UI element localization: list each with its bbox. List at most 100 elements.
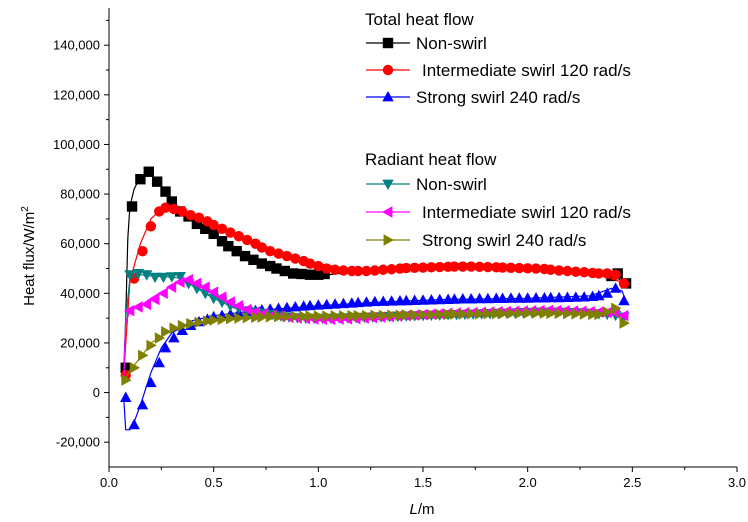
data-point — [132, 301, 143, 313]
data-point — [256, 258, 268, 269]
data-point — [602, 306, 614, 318]
data-point — [457, 261, 468, 272]
y-tick-label: 60,000 — [60, 236, 100, 251]
data-point — [466, 308, 478, 320]
data-point — [128, 418, 140, 430]
data-point — [313, 269, 324, 280]
data-point — [120, 362, 131, 373]
data-point — [352, 296, 364, 308]
x-axis-title-italic: L — [409, 501, 417, 518]
legend-marker — [382, 179, 394, 190]
data-point — [352, 265, 364, 277]
data-point — [401, 309, 413, 321]
data-point — [546, 307, 557, 320]
data-point — [159, 341, 172, 353]
data-point — [304, 299, 316, 311]
data-point — [434, 261, 445, 273]
data-point — [273, 248, 284, 259]
data-point — [313, 260, 324, 272]
data-point — [337, 297, 350, 309]
data-point — [264, 245, 276, 257]
data-point — [174, 276, 185, 288]
data-point — [140, 298, 152, 311]
data-point — [474, 261, 485, 272]
data-point — [166, 272, 178, 283]
y-tick-label: 120,000 — [53, 87, 100, 102]
data-point — [135, 173, 146, 185]
x-tick-label: 2.0 — [519, 475, 537, 490]
data-point — [530, 263, 542, 274]
data-point — [475, 308, 486, 320]
data-point — [497, 262, 508, 273]
data-point — [174, 272, 186, 283]
data-point — [193, 212, 205, 223]
data-point — [483, 307, 494, 320]
data-point — [241, 303, 252, 316]
data-point — [545, 264, 556, 275]
data-point — [578, 267, 590, 278]
data-point — [617, 309, 629, 322]
tick-labels: 0.0 0.5 1.0 1.5 2.0 2.5 3.0 -20,000 0 20,000 40,00… — [53, 19, 746, 490]
series-2 — [120, 202, 630, 381]
data-point — [153, 356, 165, 368]
data-point — [362, 309, 373, 322]
y-tick-label: -20,000 — [56, 435, 100, 450]
data-point — [169, 322, 180, 334]
data-point — [154, 332, 166, 344]
data-point — [202, 315, 214, 327]
legend-item: Non-swirl — [366, 34, 487, 53]
y-axis-title-main: Heat flux/W/m — [21, 212, 38, 306]
x-tick-label: 1.0 — [309, 475, 327, 490]
data-point — [400, 294, 412, 306]
data-point — [409, 262, 420, 273]
data-point — [137, 245, 148, 257]
data-point — [554, 307, 566, 320]
data-point — [185, 209, 196, 221]
x-tick-label: 3.0 — [728, 475, 746, 490]
data-point — [353, 309, 365, 322]
data-point — [562, 265, 573, 277]
data-point — [369, 265, 381, 276]
data-point — [160, 202, 171, 213]
data-point — [123, 304, 135, 317]
x-tick-label: 0.0 — [100, 475, 118, 490]
data-point — [199, 281, 210, 293]
data-point — [593, 268, 605, 279]
data-point — [594, 308, 605, 321]
data-point — [257, 311, 268, 323]
data-point — [505, 292, 517, 303]
data-point — [313, 310, 325, 322]
data-point — [347, 309, 358, 322]
data-point — [601, 287, 613, 298]
data-point — [305, 310, 316, 322]
data-point — [304, 258, 316, 269]
data-point — [619, 317, 630, 329]
legend-item: Intermediate swirl 120 rad/s — [366, 203, 631, 222]
data-point — [329, 264, 341, 275]
data-point — [165, 281, 177, 293]
data-point — [339, 310, 350, 322]
data-point — [530, 292, 542, 303]
data-point — [360, 296, 373, 307]
data-point — [522, 263, 533, 274]
data-point — [145, 376, 157, 388]
data-point — [618, 278, 630, 289]
data-point — [157, 272, 170, 284]
data-point — [124, 270, 136, 281]
data-point — [216, 223, 228, 235]
data-point — [208, 219, 219, 231]
legend-label: Intermediate swirl 120 rad/s — [422, 203, 631, 222]
data-point — [289, 300, 302, 312]
legend-label: Strong swirl 240 rad/s — [416, 88, 580, 107]
data-point — [129, 362, 141, 374]
data-point — [225, 312, 237, 325]
data-point — [578, 291, 590, 302]
data-point — [225, 227, 236, 238]
legend-item: Intermediate swirl 120 rad/s — [366, 61, 631, 80]
data-point — [120, 391, 132, 402]
data-point — [465, 293, 477, 304]
data-point — [146, 339, 157, 352]
data-point — [149, 293, 160, 306]
data-point — [265, 311, 277, 323]
data-point — [145, 221, 157, 232]
